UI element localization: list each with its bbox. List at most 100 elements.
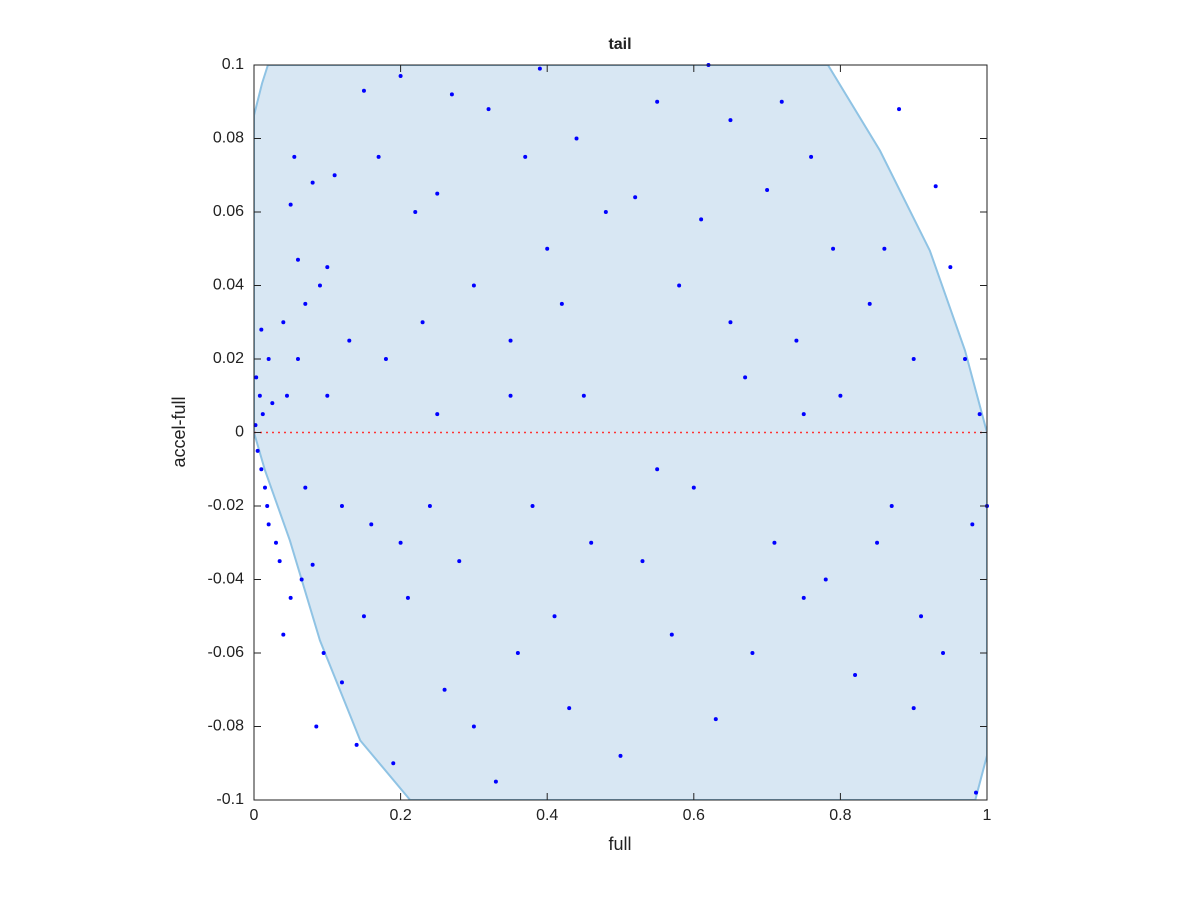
point (581, 393, 586, 398)
x-axis-label: full (608, 834, 631, 854)
point (325, 265, 330, 270)
point (743, 375, 748, 380)
point (257, 393, 262, 398)
point (303, 485, 308, 490)
y-tick-label: 0.04 (213, 277, 244, 294)
y-axis-label: accel-full (169, 396, 189, 467)
point (640, 559, 645, 564)
point (321, 651, 326, 655)
point (420, 320, 425, 325)
point (948, 265, 953, 270)
point (831, 246, 836, 251)
point (655, 99, 660, 104)
y-tick-label: 0 (235, 424, 244, 441)
y-tick-label: 0.02 (213, 350, 244, 367)
point (361, 614, 366, 619)
point (259, 467, 264, 472)
point (277, 559, 282, 564)
x-tick-label: 0.8 (829, 807, 851, 824)
point (508, 338, 513, 343)
point (911, 706, 916, 711)
point (875, 540, 880, 545)
point (515, 651, 520, 655)
point (427, 504, 432, 508)
point (376, 154, 381, 159)
point (823, 577, 828, 582)
point (493, 779, 498, 784)
x-tick-label: 0.2 (389, 807, 411, 824)
point (361, 88, 366, 93)
point (919, 614, 924, 619)
y-tick-label: -0.06 (208, 644, 245, 661)
y-tick-label: 0.1 (222, 56, 244, 73)
point (303, 301, 308, 306)
point (259, 327, 264, 332)
point (977, 412, 982, 417)
point (383, 357, 388, 361)
point (262, 485, 267, 490)
point (974, 790, 979, 795)
point (970, 522, 975, 527)
point (941, 651, 946, 655)
point (523, 154, 528, 159)
point (471, 283, 476, 288)
point (295, 257, 300, 262)
point (260, 412, 265, 417)
point (809, 154, 814, 159)
point (310, 180, 315, 185)
point (265, 504, 270, 508)
point (897, 107, 902, 112)
y-tick-label: 0.08 (213, 130, 244, 147)
point (889, 504, 894, 508)
point (339, 680, 344, 685)
point (537, 66, 542, 71)
point (882, 246, 887, 251)
point (559, 301, 564, 306)
point (574, 136, 579, 141)
point (677, 283, 682, 288)
point (486, 107, 491, 112)
point (270, 401, 275, 406)
point (288, 202, 293, 207)
point (838, 393, 843, 398)
point (933, 184, 938, 189)
point (471, 724, 476, 729)
point (911, 357, 916, 361)
point (295, 357, 300, 361)
point (299, 577, 304, 582)
y-tick-label: -0.04 (208, 571, 245, 588)
point (292, 154, 297, 159)
point (284, 393, 289, 398)
point (266, 522, 271, 527)
point (618, 753, 623, 758)
point (567, 706, 572, 711)
point (255, 448, 260, 453)
point (332, 173, 337, 178)
point (779, 99, 784, 104)
point (794, 338, 799, 343)
point (398, 74, 403, 79)
point (545, 246, 550, 251)
point (867, 301, 872, 306)
y-tick-label: -0.08 (208, 718, 245, 735)
point (801, 595, 806, 600)
point (457, 559, 462, 564)
point (391, 761, 396, 766)
point (449, 92, 454, 97)
point (405, 595, 410, 600)
point (589, 540, 594, 545)
point (398, 540, 403, 545)
point (413, 210, 418, 214)
x-tick-label: 0.6 (683, 807, 705, 824)
point (266, 357, 271, 361)
x-tick-label: 0.4 (536, 807, 558, 824)
point (310, 562, 315, 567)
point (728, 118, 733, 123)
point (281, 632, 286, 637)
point (254, 375, 259, 380)
y-tick-label: 0.06 (213, 203, 244, 220)
point (699, 217, 704, 222)
point (369, 522, 374, 527)
point (552, 614, 557, 619)
point (633, 195, 638, 200)
